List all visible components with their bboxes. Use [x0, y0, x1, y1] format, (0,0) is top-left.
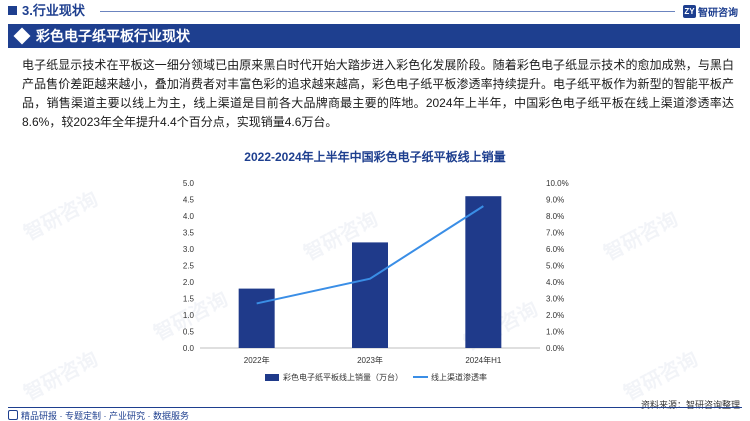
- header-divider: [100, 11, 675, 12]
- y-tick-label-right: 0.0%: [546, 344, 564, 353]
- source-note: 资料来源：智研咨询整理: [640, 400, 740, 410]
- y-tick-label-left: 2.5: [183, 262, 195, 271]
- y-tick-label-left: 0.5: [183, 328, 195, 337]
- banner-title: 彩色电子纸平板行业现状: [36, 28, 190, 44]
- y-tick-label-right: 6.0%: [546, 245, 564, 254]
- bar: [352, 242, 388, 348]
- y-tick-label-left: 0.0: [183, 344, 195, 353]
- y-tick-label-left: 5.0: [183, 179, 195, 188]
- brand-name: 智研咨询: [698, 7, 738, 19]
- x-tick-label: 2022年: [244, 355, 270, 365]
- section-banner: [8, 24, 740, 48]
- legend-swatch-bar: [265, 374, 279, 381]
- y-tick-label-right: 3.0%: [546, 295, 564, 304]
- legend-label-bar: 彩色电子纸平板线上销量（万台）: [283, 372, 403, 382]
- x-tick-label: 2023年: [357, 355, 383, 365]
- bar: [238, 288, 275, 348]
- y-tick-label-left: 3.5: [183, 229, 195, 238]
- section-marker-icon: [8, 6, 17, 15]
- body-paragraph: 电子纸显示技术在平板这一细分领域已由原来黑白时代开始大踏步进入彩色化发展阶段。随…: [22, 58, 734, 129]
- y-tick-label-left: 2.0: [183, 278, 195, 287]
- y-tick-label-right: 2.0%: [546, 311, 564, 320]
- bar: [465, 196, 502, 348]
- section-title: 3.行业现状: [22, 3, 85, 18]
- y-tick-label-right: 7.0%: [546, 229, 564, 238]
- legend-label-line: 线上渠道渗透率: [431, 372, 487, 382]
- footer-tagline: 精品研报 · 专题定制 · 产业研究 · 数据服务: [8, 409, 189, 421]
- y-tick-label-left: 3.0: [183, 245, 195, 254]
- y-tick-label-right: 4.0%: [546, 278, 564, 287]
- y-tick-label-right: 10.0%: [546, 179, 569, 188]
- x-tick-label: 2024年H1: [465, 355, 502, 365]
- brand-logo-icon: ZY: [683, 4, 696, 18]
- y-tick-label-left: 4.5: [183, 196, 195, 205]
- footer-text: 精品研报 · 专题定制 · 产业研究 · 数据服务: [21, 410, 189, 421]
- chart-title: 2022-2024年上半年中国彩色电子纸平板线上销量: [244, 150, 506, 164]
- top-header: 3.行业现状 ZY 智研咨询: [0, 0, 750, 22]
- y-tick-label-left: 1.5: [183, 295, 195, 304]
- y-tick-label-right: 1.0%: [546, 328, 564, 337]
- y-tick-label-right: 8.0%: [546, 212, 564, 221]
- footer-divider: [8, 407, 742, 408]
- brand-logo: ZY 智研咨询: [683, 4, 738, 19]
- report-icon: [8, 410, 18, 420]
- y-tick-label-right: 9.0%: [546, 196, 564, 205]
- y-tick-label-right: 5.0%: [546, 262, 564, 271]
- y-tick-label-left: 1.0: [183, 311, 195, 320]
- y-tick-label-left: 4.0: [183, 212, 195, 221]
